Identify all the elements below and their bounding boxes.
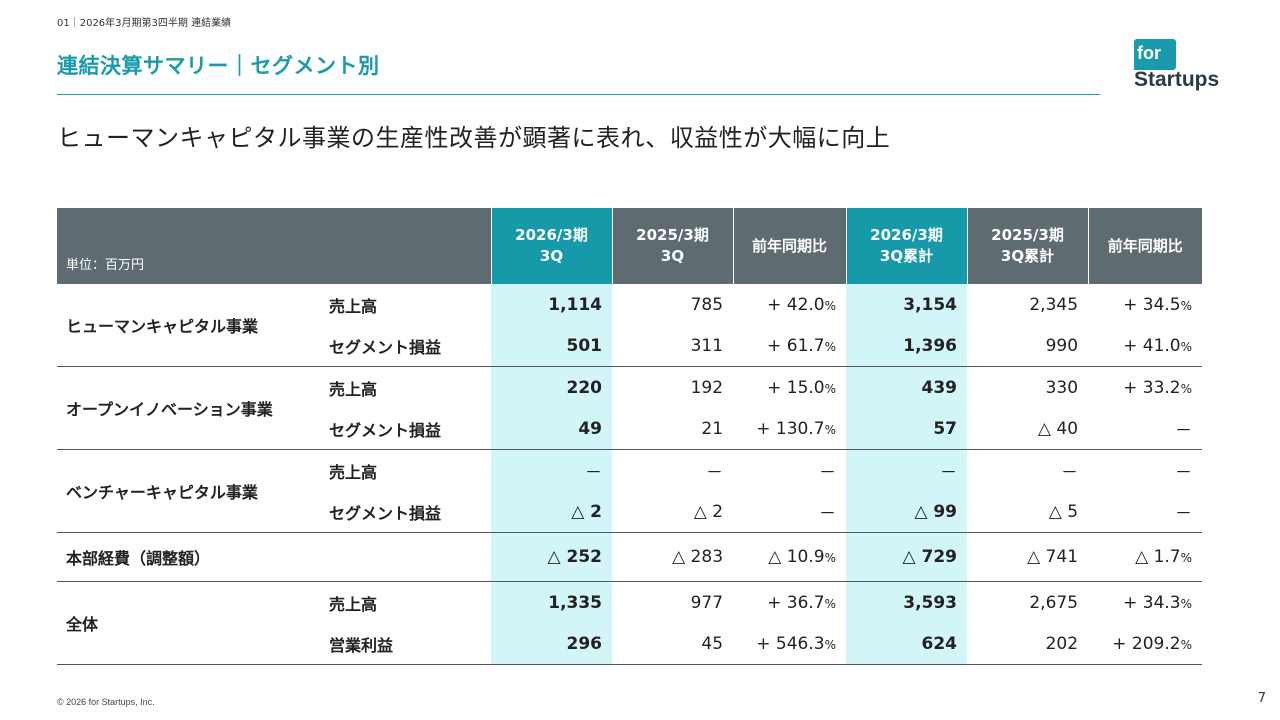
col-header-2025-3q: 2025/3期 3Q xyxy=(611,208,734,284)
cell-value: － xyxy=(1061,463,1079,483)
logo-for-badge: for xyxy=(1134,39,1176,70)
cell-value: 311 xyxy=(612,325,734,367)
cell-value: 220 xyxy=(491,366,613,408)
cell-value: 49 xyxy=(491,408,613,450)
segment-name: ヒューマンキャピタル事業 xyxy=(57,284,322,367)
metric-label: 売上高 xyxy=(329,462,378,482)
metric-label: 売上高 xyxy=(329,379,378,399)
cell-yoy: － xyxy=(819,463,837,483)
cell-value: △ 283 xyxy=(612,532,734,582)
table-row: セグメント損益 △ 2 △ 2 － △ 99 △ 5 － xyxy=(57,491,1203,533)
table-row: 本部経費（調整額） △ 252 △ 283 △ 10.9% △ 729 △ 74… xyxy=(57,532,1203,582)
segment-name: オープンイノベーション事業 xyxy=(57,366,322,450)
cell-value: △ 2 xyxy=(612,491,734,533)
cell-yoy: + 36.7% xyxy=(767,592,837,613)
table-row: 営業利益 296 45 + 546.3% 624 202 + 209.2% xyxy=(57,623,1203,665)
cell-value: 3,593 xyxy=(846,581,968,623)
cell-value: 2,345 xyxy=(1029,294,1079,315)
cell-value: 202 xyxy=(967,623,1089,665)
cell-value: 1,396 xyxy=(846,325,968,367)
cell-yoy: + 546.3% xyxy=(733,623,847,665)
cell-value: △ 5 xyxy=(967,491,1089,533)
col-header-yoy-quarter: 前年同期比 xyxy=(732,208,847,284)
col-header-2025-3q-cumulative: 2025/3期 3Q累計 xyxy=(966,208,1089,284)
breadcrumb: 01｜2026年3月期第3四半期 連結業績 xyxy=(57,18,232,29)
cell-value: 2,675 xyxy=(1029,592,1079,613)
total-label: 全体 xyxy=(57,581,322,665)
cell-yoy: + 33.2% xyxy=(1123,377,1193,398)
cell-value: 1,335 xyxy=(491,581,613,623)
cell-value: 330 xyxy=(1045,377,1079,398)
cell-value: 21 xyxy=(612,408,734,450)
cell-value: 990 xyxy=(967,325,1089,367)
copyright: © 2026 for Startups, Inc. xyxy=(57,697,155,707)
cell-value: 3,154 xyxy=(846,284,968,325)
col-header-yoy-cumulative: 前年同期比 xyxy=(1087,208,1203,284)
col-header-2026-3q-cumulative: 2026/3期 3Q累計 xyxy=(845,208,968,284)
title-divider xyxy=(57,94,1100,95)
table-row: セグメント損益 501 311 + 61.7% 1,396 990 + 41.0… xyxy=(57,325,1203,367)
cell-yoy: － xyxy=(1088,491,1203,533)
cell-yoy: － xyxy=(1175,463,1193,483)
cell-value: △ 2 xyxy=(491,491,613,533)
segment-summary-table: 単位：百万円 2026/3期 3Q 2025/3期 3Q 前年同期比 2026/3期… xyxy=(57,208,1203,665)
page-title: 連結決算サマリー｜セグメント別 xyxy=(57,54,380,78)
cell-value: 57 xyxy=(846,408,968,450)
cell-value: － xyxy=(706,463,724,483)
metric-label: セグメント損益 xyxy=(322,325,492,367)
col-header-2026-3q: 2026/3期 3Q xyxy=(490,208,613,284)
company-logo: for Startups xyxy=(1134,39,1226,95)
cell-value: 977 xyxy=(690,592,724,613)
cell-yoy: + 61.7% xyxy=(733,325,847,367)
table-row: セグメント損益 49 21 + 130.7% 57 △ 40 － xyxy=(57,408,1203,450)
cell-yoy: + 41.0% xyxy=(1088,325,1203,367)
cell-value: 501 xyxy=(491,325,613,367)
cell-yoy: － xyxy=(733,491,847,533)
cell-yoy: + 34.3% xyxy=(1123,592,1193,613)
cell-value: － xyxy=(846,449,968,491)
cell-value: △ 40 xyxy=(967,408,1089,450)
metric-label: セグメント損益 xyxy=(322,491,492,533)
logo-wordmark: Startups xyxy=(1134,68,1220,91)
cell-yoy: + 34.5% xyxy=(1123,294,1193,315)
hq-expense-label: 本部経費（調整額） xyxy=(57,532,492,582)
cell-value: 785 xyxy=(690,294,724,315)
cell-yoy: + 209.2% xyxy=(1088,623,1203,665)
cell-yoy: + 42.0% xyxy=(767,294,837,315)
metric-label: 売上高 xyxy=(329,296,378,316)
cell-value: 624 xyxy=(846,623,968,665)
metric-label: セグメント損益 xyxy=(322,408,492,450)
cell-value: － xyxy=(491,449,613,491)
table-row: 全体 売上高 1,335 977 + 36.7% 3,593 2,675 + 3… xyxy=(57,581,1202,665)
headline: ヒューマンキャピタル事業の生産性改善が顕著に表れ、収益性が大幅に向上 xyxy=(57,124,891,152)
cell-value: 439 xyxy=(846,366,968,408)
cell-yoy: － xyxy=(1088,408,1203,450)
metric-label: 売上高 xyxy=(329,594,378,614)
cell-value: 192 xyxy=(690,377,724,398)
page-number: 7 xyxy=(1257,691,1266,706)
cell-value: △ 741 xyxy=(967,532,1089,582)
segment-name: ベンチャーキャピタル事業 xyxy=(57,449,322,533)
cell-yoy: + 15.0% xyxy=(767,377,837,398)
cell-value: △ 252 xyxy=(491,532,613,582)
unit-label: 単位：百万円 xyxy=(57,208,492,284)
cell-value: 1,114 xyxy=(491,284,613,325)
cell-yoy: △ 10.9% xyxy=(733,532,847,582)
cell-value: 296 xyxy=(491,623,613,665)
cell-yoy: + 130.7% xyxy=(733,408,847,450)
cell-value: △ 729 xyxy=(846,532,968,582)
table-row: ベンチャーキャピタル事業 売上高 － － － － － － xyxy=(57,449,1202,533)
cell-value: △ 99 xyxy=(846,491,968,533)
cell-value: 45 xyxy=(612,623,734,665)
table-header-row: 単位：百万円 2026/3期 3Q 2025/3期 3Q 前年同期比 2026/3期… xyxy=(57,208,1203,284)
cell-yoy: △ 1.7% xyxy=(1088,532,1203,582)
table-row: オープンイノベーション事業 売上高 220 192 + 15.0% 439 33… xyxy=(57,366,1202,450)
table-row: ヒューマンキャピタル事業 売上高 1,114 785 + 42.0% 3,154… xyxy=(57,284,1202,367)
metric-label: 営業利益 xyxy=(322,623,492,665)
